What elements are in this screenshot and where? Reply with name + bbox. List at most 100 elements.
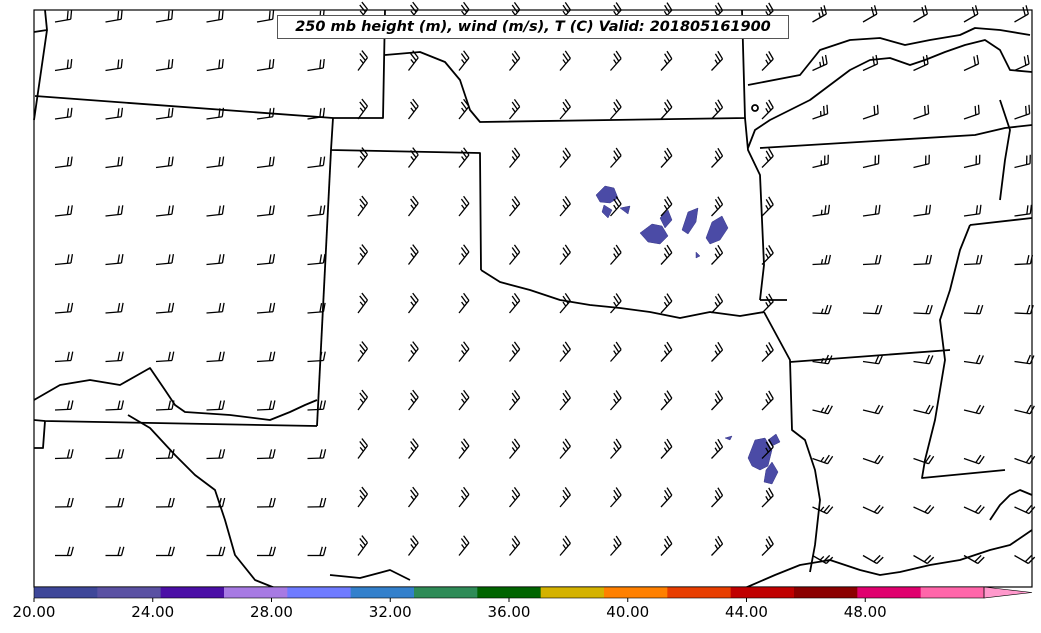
wind-barb [660,535,673,556]
wind-barb [206,351,225,363]
wind-barb [913,254,933,266]
wind-barb [155,205,174,217]
wind-barb [610,390,622,411]
wind-barb [407,292,419,314]
wind-barb [155,10,174,23]
wind-barb [155,253,175,266]
border-ok-tx [480,269,765,319]
wind-barb [357,389,368,411]
wind-barb [407,486,419,508]
wind-barb [559,293,571,314]
border-tn-ky [759,124,1033,149]
wind-barb [610,147,622,168]
border-tx-ar-la [763,311,821,573]
wind-barb [256,497,276,508]
wind-barb [307,302,326,314]
wind-barb [155,351,175,363]
wind-barb [610,438,622,459]
border-ks-ok [330,117,482,271]
wind-barb [54,10,73,23]
border-il-wi [747,27,1031,86]
wind-barb [862,254,882,266]
wind-barb [812,354,833,365]
wind-barb [307,253,326,266]
wind-barb [508,341,521,362]
wind-barb [660,196,673,217]
wind-barbs [54,1,1036,565]
border-ne-sd [384,9,746,123]
border-nm-mx [33,367,318,421]
wind-barb [256,156,275,169]
wind-barb [812,154,829,169]
wind-barb [357,341,368,362]
wind-barb [256,10,275,23]
wind-barb [407,389,419,411]
wind-barb [206,58,224,72]
wind-barb [913,154,930,169]
colorbar-segment [350,587,415,598]
border-ks-mo [744,117,765,301]
wind-barb [963,5,979,23]
wind-barb [458,438,470,459]
gulf-coast-right [989,489,1033,521]
wind-barb [862,5,878,23]
map-frame [33,9,1033,588]
wind-barb [206,205,225,217]
colorbar-segment [414,587,478,598]
wind-barb [1014,404,1035,415]
wind-barb [105,107,124,120]
wind-barb [357,50,368,71]
wind-barb [357,438,368,459]
wind-barb [711,341,724,362]
wind-barb [54,58,73,72]
wind-barb [559,438,571,459]
wind-barb [357,98,368,120]
wind-barb [1014,54,1030,72]
gulf-coast [744,529,1033,589]
gulf-coast-tx [329,569,411,581]
wind-barb [761,245,774,265]
wind-barb [913,5,928,23]
colorbar-tick-label: 40.00 [606,603,650,621]
wind-barb [761,148,774,168]
wind-barb [105,253,124,266]
wind-barb [458,195,470,217]
wind-barb [862,454,884,465]
wind-barb [407,98,419,120]
wind-barb [407,195,419,217]
wind-barb [660,147,673,168]
wind-barb [1014,5,1029,23]
wind-barb [508,535,521,556]
wind-barb [105,156,124,169]
wind-barb [963,404,985,415]
wind-barb [105,10,123,23]
wind-barb [559,244,571,265]
wind-barb [862,504,884,515]
wind-barb [761,487,774,508]
wind-barb [862,404,884,415]
wind-barb [206,10,224,23]
wind-barb [913,454,935,465]
wind-barb [660,244,673,265]
wind-barb [307,205,326,217]
wind-barb [407,341,419,362]
fill-patch [747,437,773,471]
wind-barb [610,50,622,71]
wind-barb [963,204,982,217]
wind-barb [256,107,275,120]
wind-barb [711,99,724,120]
wind-barb [963,554,985,565]
fill-patch [639,223,669,245]
wind-barb [458,486,470,508]
wind-barb [610,293,622,314]
wind-barb [206,156,225,169]
wind-barb [1014,304,1034,315]
wind-barb [256,205,275,217]
wind-barb [55,546,74,557]
wind-barb [862,204,881,217]
wind-barb [206,253,225,266]
wind-barb [761,293,774,314]
wind-barb [54,205,73,217]
wind-barb [54,497,74,508]
wind-barb [913,304,933,315]
